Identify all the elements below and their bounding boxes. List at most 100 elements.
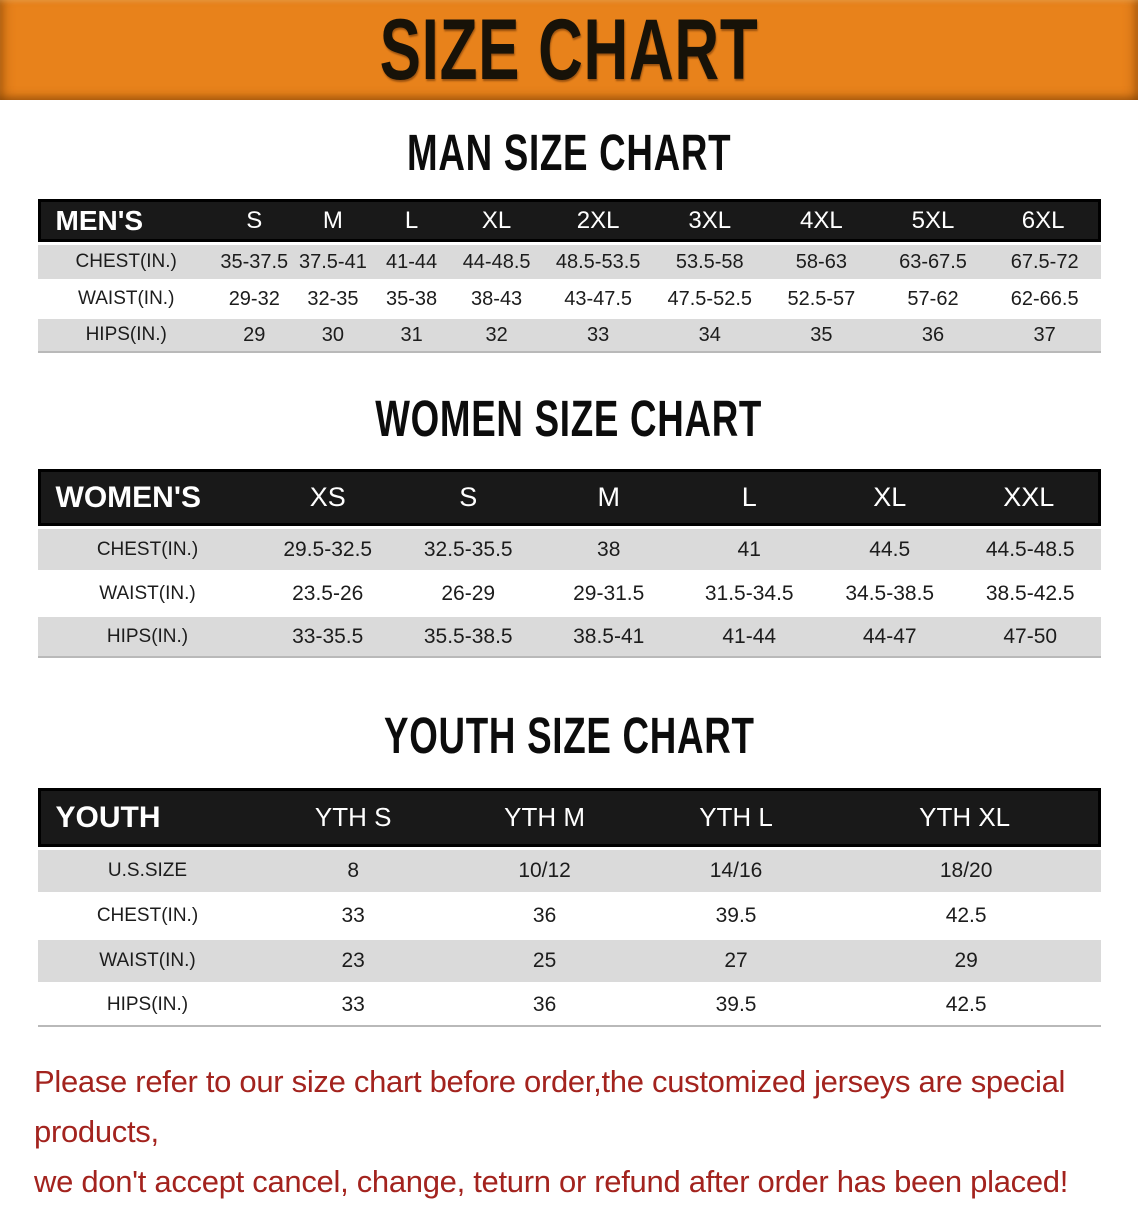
banner-title: SIZE CHART <box>379 1 759 98</box>
measurement-label: CHEST(IN.) <box>37 529 258 570</box>
size-column-header: 3XL <box>653 199 766 242</box>
size-column-header: XL <box>450 199 543 242</box>
size-column-header: YTH S <box>257 788 449 847</box>
measurement-value: 35.5-38.5 <box>397 617 539 658</box>
measurement-row: CHEST(IN.) 29.5-32.5 32.5-35.5 38 41 44.5 44.5… <box>37 529 1101 570</box>
measurement-value: 35-38 <box>372 282 451 316</box>
measurement-value: 47.5-52.5 <box>653 282 766 316</box>
measurement-value: 58-63 <box>765 245 878 279</box>
size-column-header: XL <box>819 469 960 526</box>
measurement-value: 47-50 <box>959 617 1101 658</box>
size-column-header: YTH M <box>448 788 641 847</box>
measurement-value: 32 <box>450 319 543 353</box>
size-chart-banner: SIZE CHART <box>0 0 1138 100</box>
measurement-value: 32-35 <box>293 282 373 316</box>
table-group-label: WOMEN'S <box>37 469 258 526</box>
measurement-value: 23.5-26 <box>257 573 398 614</box>
measurement-value: 29 <box>214 319 294 353</box>
size-column-header: L <box>372 199 451 242</box>
measurement-value: 33 <box>257 895 449 937</box>
measurement-row: WAIST(IN.) 23 25 27 29 <box>37 940 1101 982</box>
measurement-value: 44-47 <box>819 617 960 658</box>
size-column-header: S <box>397 469 539 526</box>
measurement-value: 52.5-57 <box>765 282 878 316</box>
measurement-row: CHEST(IN.) 35-37.5 37.5-41 41-44 44-48.5 48.5… <box>37 245 1101 279</box>
size-header-row: YOUTH YTH S YTH M YTH L YTH XL <box>37 788 1101 847</box>
measurement-value: 36 <box>448 895 641 937</box>
measurement-value: 33 <box>542 319 654 353</box>
measurement-value: 38-43 <box>450 282 543 316</box>
measurement-value: 57-62 <box>877 282 989 316</box>
measurement-value: 32.5-35.5 <box>397 529 539 570</box>
measurement-value: 44.5-48.5 <box>959 529 1101 570</box>
measurement-value: 35-37.5 <box>214 245 294 279</box>
measurement-value: 38 <box>538 529 679 570</box>
size-column-header: M <box>538 469 679 526</box>
measurement-value: 37.5-41 <box>293 245 373 279</box>
measurement-value: 62-66.5 <box>988 282 1101 316</box>
size-header-row: MEN'S S M L XL 2XL 3XL 4XL 5XL 6XL <box>37 199 1101 242</box>
measurement-row: HIPS(IN.) 33 36 39.5 42.5 <box>37 985 1101 1027</box>
measurement-value: 37 <box>988 319 1101 353</box>
measurement-value: 39.5 <box>640 985 832 1027</box>
measurement-value: 31 <box>372 319 451 353</box>
measurement-value: 33 <box>257 985 449 1027</box>
measurement-label: HIPS(IN.) <box>37 985 258 1027</box>
measurement-value: 35 <box>765 319 878 353</box>
measurement-value: 39.5 <box>640 895 832 937</box>
measurement-value: 41 <box>678 529 820 570</box>
youth-heading-text: YOUTH SIZE CHART <box>383 707 755 764</box>
size-column-header: S <box>214 199 294 242</box>
youth-size-table: YOUTH YTH S YTH M YTH L YTH XL U.S.SIZE 8 10/12… <box>37 785 1101 1030</box>
measurement-value: 26-29 <box>397 573 539 614</box>
youth-section: YOUTH SIZE CHART YOUTH YTH S YTH M YTH L YTH… <box>0 710 1138 1030</box>
women-size-table: WOMEN'S XS S M L XL XXL CHEST(IN.) 29.5-32.5 32.5… <box>37 466 1101 661</box>
size-column-header: 6XL <box>988 199 1101 242</box>
women-section-heading: WOMEN SIZE CHART <box>0 393 1138 445</box>
measurement-value: 29-32 <box>214 282 294 316</box>
measurement-value: 14/16 <box>640 850 832 892</box>
youth-section-heading: YOUTH SIZE CHART <box>0 710 1138 762</box>
measurement-row: HIPS(IN.) 33-35.5 35.5-38.5 38.5-41 41-44 44-… <box>37 617 1101 658</box>
measurement-value: 25 <box>448 940 641 982</box>
measurement-label: WAIST(IN.) <box>37 573 258 614</box>
measurement-row: HIPS(IN.) 29 30 31 32 33 34 35 36 37 <box>37 319 1101 353</box>
measurement-value: 36 <box>877 319 989 353</box>
measurement-row: WAIST(IN.) 29-32 32-35 35-38 38-43 43-47.5 47.… <box>37 282 1101 316</box>
size-column-header: 2XL <box>542 199 654 242</box>
measurement-label: HIPS(IN.) <box>37 319 215 353</box>
men-size-table: MEN'S S M L XL 2XL 3XL 4XL 5XL 6XL CHEST(IN.) 35-37… <box>37 196 1101 356</box>
measurement-row: WAIST(IN.) 23.5-26 26-29 29-31.5 31.5-34.5 34… <box>37 573 1101 614</box>
measurement-value: 44.5 <box>819 529 960 570</box>
measurement-value: 63-67.5 <box>877 245 989 279</box>
size-column-header: 4XL <box>765 199 878 242</box>
size-column-header: YTH XL <box>831 788 1101 847</box>
size-column-header: XS <box>257 469 398 526</box>
measurement-value: 29.5-32.5 <box>257 529 398 570</box>
measurement-value: 29 <box>831 940 1101 982</box>
measurement-value: 41-44 <box>372 245 451 279</box>
measurement-value: 33-35.5 <box>257 617 398 658</box>
measurement-row: CHEST(IN.) 33 36 39.5 42.5 <box>37 895 1101 937</box>
measurement-value: 53.5-58 <box>653 245 766 279</box>
measurement-label: U.S.SIZE <box>37 850 258 892</box>
table-group-label: YOUTH <box>37 788 258 847</box>
order-disclaimer: Please refer to our size chart before or… <box>34 1057 1138 1207</box>
men-heading-text: MAN SIZE CHART <box>406 124 732 181</box>
measurement-value: 29-31.5 <box>538 573 679 614</box>
measurement-value: 23 <box>257 940 449 982</box>
measurement-label: WAIST(IN.) <box>37 282 215 316</box>
measurement-value: 31.5-34.5 <box>678 573 820 614</box>
men-section: MAN SIZE CHART MEN'S S M L XL 2XL 3XL 4XL 5XL 6XL… <box>0 127 1138 356</box>
measurement-label: WAIST(IN.) <box>37 940 258 982</box>
measurement-value: 43-47.5 <box>542 282 654 316</box>
measurement-value: 44-48.5 <box>450 245 543 279</box>
measurement-value: 38.5-41 <box>538 617 679 658</box>
size-column-header: 5XL <box>877 199 989 242</box>
measurement-value: 67.5-72 <box>988 245 1101 279</box>
size-column-header: L <box>678 469 820 526</box>
disclaimer-line-2: we don't accept cancel, change, teturn o… <box>34 1164 1069 1199</box>
measurement-value: 48.5-53.5 <box>542 245 654 279</box>
measurement-value: 18/20 <box>831 850 1101 892</box>
